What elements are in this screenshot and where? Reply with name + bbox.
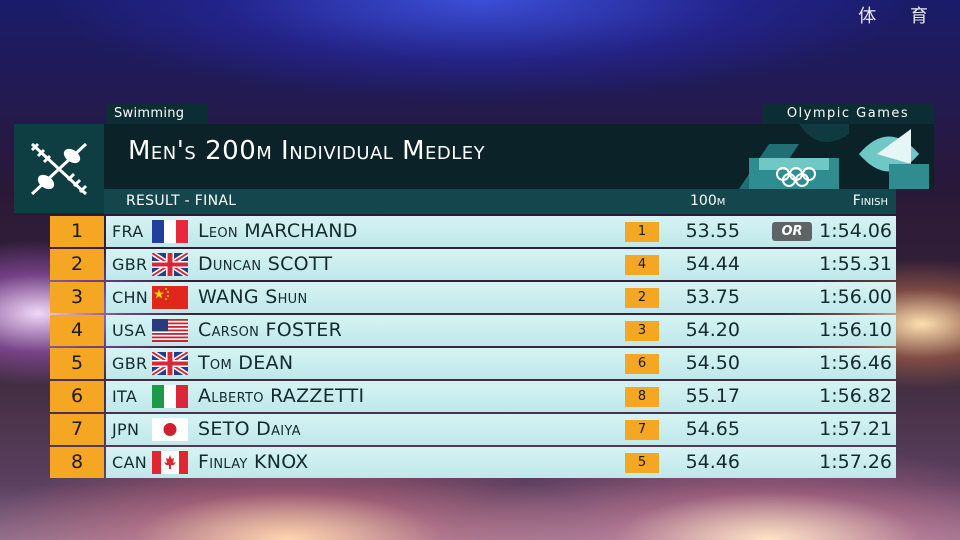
result-row: 4 USA Carson FOSTER 3 54.20 1:56.10 bbox=[50, 315, 896, 346]
results-table: 1 FRA Leon MARCHAND 1 53.55 OR 1:54.06 2 GBR Dunc… bbox=[50, 216, 896, 480]
flag-fra-icon bbox=[152, 220, 188, 243]
column-100m-label: 100m bbox=[690, 193, 726, 209]
row-body: GBR Duncan SCOTT 4 54.44 1:55.31 bbox=[106, 249, 896, 280]
split-100m: 54.44 bbox=[685, 253, 740, 275]
flag-usa-icon bbox=[152, 319, 188, 342]
result-row: 7 JPN SETO Daiya 7 54.65 1:57.21 bbox=[50, 414, 896, 445]
position-at-100m: 7 bbox=[625, 420, 659, 440]
finish-time: 1:57.26 bbox=[819, 451, 892, 473]
background-crowd bbox=[0, 485, 960, 540]
split-100m: 54.50 bbox=[685, 352, 740, 374]
record-badge: OR bbox=[772, 222, 812, 241]
split-100m: 54.20 bbox=[685, 319, 740, 341]
row-body: USA Carson FOSTER 3 54.20 1:56.10 bbox=[106, 315, 896, 346]
result-final-label: Result - Final bbox=[126, 193, 237, 209]
position-at-100m: 2 bbox=[625, 288, 659, 308]
result-row: 1 FRA Leon MARCHAND 1 53.55 OR 1:54.06 bbox=[50, 216, 896, 247]
split-100m: 55.17 bbox=[685, 385, 740, 407]
rank-badge: 1 bbox=[50, 216, 104, 247]
noc-code: GBR bbox=[112, 354, 148, 373]
swimming-pictogram-icon bbox=[14, 124, 104, 213]
rank-badge: 6 bbox=[50, 381, 104, 412]
noc-code: GBR bbox=[112, 255, 148, 274]
athlete-name: WANG Shun bbox=[198, 286, 308, 308]
position-at-100m: 1 bbox=[625, 222, 659, 242]
event-title: Men's 200m Individual Medley bbox=[128, 136, 486, 166]
position-at-100m: 4 bbox=[625, 255, 659, 275]
finish-time: 1:55.31 bbox=[819, 253, 892, 275]
row-body: JPN SETO Daiya 7 54.65 1:57.21 bbox=[106, 414, 896, 445]
split-100m: 53.55 bbox=[685, 220, 740, 242]
flag-chn-icon bbox=[152, 286, 188, 309]
split-100m: 54.46 bbox=[685, 451, 740, 473]
sport-label: Swimming bbox=[106, 104, 208, 124]
noc-code: JPN bbox=[112, 420, 140, 439]
athlete-name: Leon MARCHAND bbox=[198, 220, 358, 242]
noc-code: CAN bbox=[112, 453, 147, 472]
rank-badge: 2 bbox=[50, 249, 104, 280]
result-row: 6 ITA Alberto RAZZETTI 8 55.17 1:56.82 bbox=[50, 381, 896, 412]
noc-code: FRA bbox=[112, 222, 144, 241]
position-at-100m: 5 bbox=[625, 453, 659, 473]
column-finish-label: Finish bbox=[852, 193, 888, 209]
athlete-name: Alberto RAZZETTI bbox=[198, 385, 365, 407]
flag-ita-icon bbox=[152, 385, 188, 408]
olympic-art-graphic bbox=[739, 124, 934, 189]
finish-time: 1:56.00 bbox=[819, 286, 892, 308]
result-row: 5 GBR Tom DEAN 6 54.50 1:56.46 bbox=[50, 348, 896, 379]
flag-gbr-icon bbox=[152, 253, 188, 276]
split-100m: 53.75 bbox=[685, 286, 740, 308]
position-at-100m: 3 bbox=[625, 321, 659, 341]
result-row: 3 CHN WANG Shun 2 53.75 1:56.00 bbox=[50, 282, 896, 313]
rank-badge: 3 bbox=[50, 282, 104, 313]
flag-jpn-icon bbox=[152, 418, 188, 441]
rank-badge: 4 bbox=[50, 315, 104, 346]
flag-gbr-icon bbox=[152, 352, 188, 375]
noc-code: ITA bbox=[112, 387, 138, 406]
flag-can-icon bbox=[152, 451, 188, 474]
position-at-100m: 8 bbox=[625, 387, 659, 407]
noc-code: CHN bbox=[112, 288, 149, 307]
broadcaster-logo: 体 育 bbox=[858, 6, 942, 27]
finish-time: 1:56.10 bbox=[819, 319, 892, 341]
result-row: 8 CAN Finlay KNOX 5 54.46 1:57.26 bbox=[50, 447, 896, 478]
rank-badge: 8 bbox=[50, 447, 104, 478]
results-header: Result - Final 100m Finish bbox=[104, 189, 896, 214]
olympic-rings-icon bbox=[776, 167, 816, 187]
games-label: Olympic Games bbox=[762, 104, 934, 124]
finish-time: 1:54.06 bbox=[819, 220, 892, 242]
rank-badge: 5 bbox=[50, 348, 104, 379]
row-body: FRA Leon MARCHAND 1 53.55 OR 1:54.06 bbox=[106, 216, 896, 247]
athlete-name: Carson FOSTER bbox=[198, 319, 343, 341]
position-at-100m: 6 bbox=[625, 354, 659, 374]
row-body: CHN WANG Shun 2 53.75 1:56.00 bbox=[106, 282, 896, 313]
row-body: CAN Finlay KNOX 5 54.46 1:57.26 bbox=[106, 447, 896, 478]
rank-badge: 7 bbox=[50, 414, 104, 445]
row-body: ITA Alberto RAZZETTI 8 55.17 1:56.82 bbox=[106, 381, 896, 412]
athlete-name: SETO Daiya bbox=[198, 418, 301, 440]
noc-code: USA bbox=[112, 321, 147, 340]
finish-time: 1:56.46 bbox=[819, 352, 892, 374]
finish-time: 1:57.21 bbox=[819, 418, 892, 440]
title-bar: Men's 200m Individual Medley bbox=[104, 124, 934, 189]
athlete-name: Duncan SCOTT bbox=[198, 253, 333, 275]
row-body: GBR Tom DEAN 6 54.50 1:56.46 bbox=[106, 348, 896, 379]
finish-time: 1:56.82 bbox=[819, 385, 892, 407]
athlete-name: Tom DEAN bbox=[198, 352, 294, 374]
split-100m: 54.65 bbox=[685, 418, 740, 440]
result-row: 2 GBR Duncan SCOTT 4 54.44 1:55.31 bbox=[50, 249, 896, 280]
athlete-name: Finlay KNOX bbox=[198, 451, 309, 473]
